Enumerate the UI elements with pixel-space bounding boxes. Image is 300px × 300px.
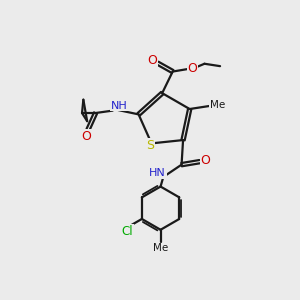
Text: Me: Me [153,243,168,254]
Text: Cl: Cl [122,225,133,238]
Text: O: O [147,54,157,67]
Text: O: O [82,130,92,142]
Text: Me: Me [210,100,225,110]
Text: S: S [146,139,154,152]
Text: NH: NH [111,100,128,110]
Text: O: O [188,62,197,75]
Text: O: O [201,154,211,167]
Text: HN: HN [149,168,166,178]
